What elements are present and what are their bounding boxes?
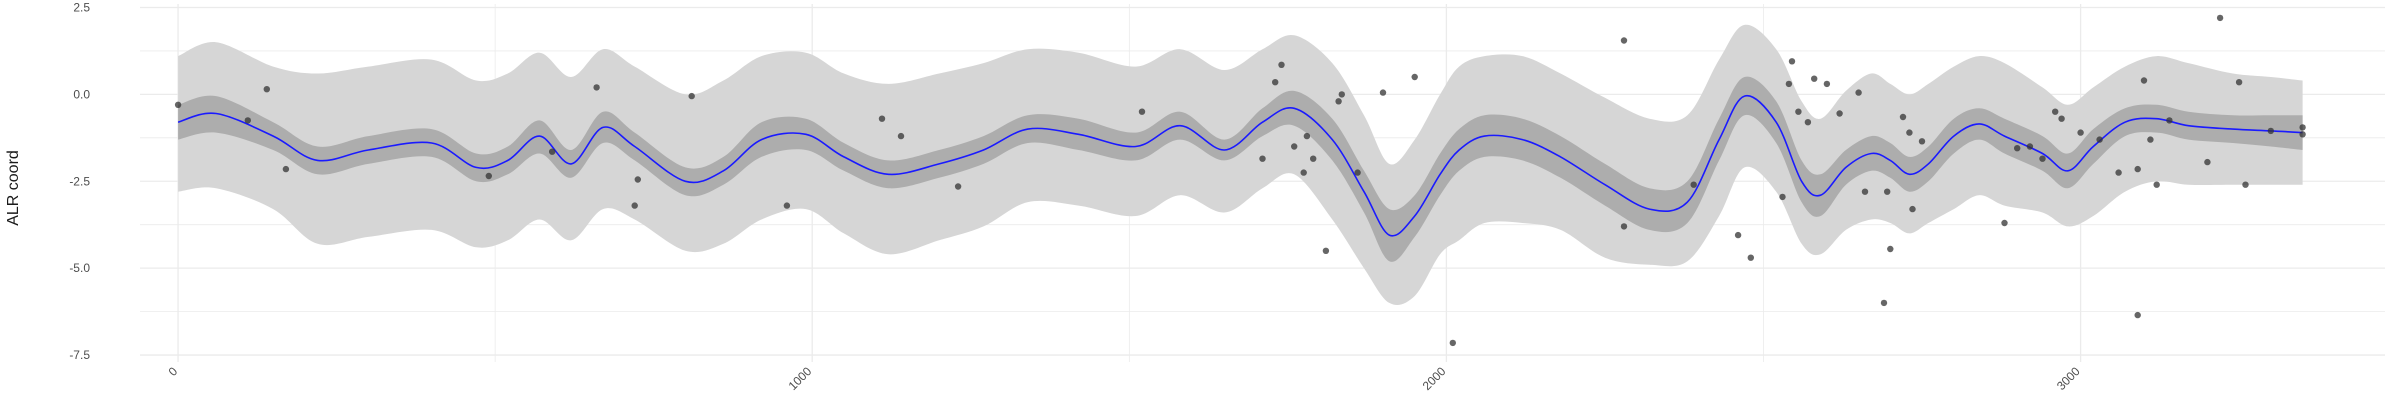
data-point [1887, 245, 1894, 253]
data-point [1300, 169, 1307, 176]
data-point [244, 117, 251, 124]
y-axis-title: ALR coord [5, 150, 22, 226]
data-point [1690, 181, 1697, 188]
data-point [2039, 155, 2046, 162]
data-point [2077, 129, 2084, 136]
y-tick-label: -2.5 [69, 174, 90, 188]
data-point [878, 115, 886, 122]
data-point [2026, 143, 2034, 150]
data-point [2242, 181, 2249, 188]
data-point [1620, 37, 1628, 44]
data-point [2014, 145, 2021, 152]
y-tick-label: -7.5 [69, 348, 90, 362]
data-point [1411, 73, 1418, 81]
y-tick-label: -5.0 [69, 261, 90, 275]
data-point [2216, 14, 2224, 22]
data-point [2299, 124, 2306, 131]
data-point [1823, 80, 1831, 88]
data-point [174, 101, 182, 109]
data-point [1291, 143, 1298, 150]
x-tick-label: 0 [166, 364, 181, 379]
data-point [263, 86, 270, 93]
data-point [2166, 117, 2173, 124]
data-point [1855, 89, 1862, 96]
data-point [1747, 254, 1755, 261]
x-tick-label: 3000 [2054, 364, 2083, 393]
data-point [954, 183, 962, 190]
data-point [1861, 188, 1869, 195]
data-point [688, 92, 695, 100]
x-tick-label: 2000 [1420, 364, 1449, 393]
data-point [1836, 110, 1843, 117]
data-point [2204, 158, 2211, 166]
inner-confidence-band [178, 76, 2303, 262]
data-point [1788, 58, 1796, 65]
data-point [549, 148, 556, 155]
data-point [2147, 136, 2154, 143]
data-point [2140, 77, 2148, 84]
data-point [1779, 193, 1786, 201]
data-point [1338, 91, 1346, 98]
data-point [1620, 223, 1628, 230]
data-point [2001, 219, 2008, 227]
data-point [1379, 89, 1387, 96]
data-point [1138, 108, 1146, 115]
data-point [2235, 79, 2243, 86]
data-point [1734, 231, 1742, 239]
data-point [1884, 188, 1891, 195]
data-point [2134, 165, 2141, 173]
data-point [1310, 155, 1317, 162]
data-point [2134, 311, 2141, 319]
data-point [2052, 108, 2059, 115]
x-tick-label: 1000 [786, 364, 815, 393]
data-point [783, 202, 791, 209]
data-point [1899, 113, 1907, 121]
y-axis-tick-labels: 2.5 0.0 -2.5 -5.0 -7.5 [69, 0, 90, 362]
data-point [1804, 119, 1812, 126]
data-point [1906, 129, 1913, 136]
data-point [1272, 79, 1279, 86]
data-point [1303, 132, 1311, 140]
y-tick-label: 0.0 [73, 87, 90, 101]
data-point [282, 165, 290, 173]
y-tick-label: 2.5 [73, 0, 90, 14]
data-point [2153, 181, 2160, 188]
data-point [1811, 75, 1818, 82]
data-point [634, 176, 641, 183]
data-point [1259, 155, 1266, 162]
data-point [2115, 169, 2122, 176]
data-point [1322, 247, 1330, 254]
data-point [1909, 205, 1916, 213]
data-point [631, 202, 638, 209]
data-point [485, 172, 492, 180]
data-point [1278, 61, 1285, 68]
data-point [1918, 138, 1926, 145]
smooth-line [177, 95, 2303, 237]
data-point [897, 132, 905, 140]
data-point [1335, 98, 1342, 105]
data-point [2096, 136, 2103, 143]
data-points [174, 14, 2306, 347]
data-point [1785, 80, 1793, 88]
data-point [2267, 127, 2274, 135]
data-point [1449, 339, 1457, 347]
data-point [593, 84, 600, 91]
data-point [1880, 299, 1888, 307]
x-axis-tick-labels: 0 1000 2000 3000 [166, 364, 2083, 393]
data-point [1354, 169, 1361, 176]
outer-confidence-band [178, 24, 2303, 305]
data-point [2058, 115, 2065, 122]
data-point [1795, 108, 1802, 115]
data-point [2299, 131, 2306, 138]
